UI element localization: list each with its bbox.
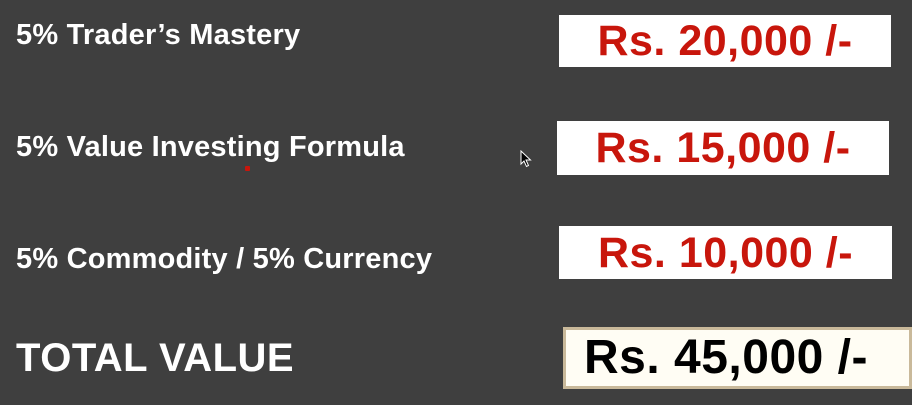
price-box-commodity-currency: Rs. 10,000 /- [559,226,892,279]
total-value-label: TOTAL VALUE [16,336,295,380]
price-commodity-currency: Rs. 10,000 /- [597,228,854,277]
row-label-commodity-currency: 5% Commodity / 5% Currency [16,243,433,275]
total-price: Rs. 45,000 /- [584,331,868,384]
price-traders-mastery: Rs. 20,000 /- [597,17,853,65]
row-label-traders-mastery: 5% Trader’s Mastery [16,19,301,51]
row-label-value-investing-formula: 5% Value Investing Formula [16,131,405,163]
mouse-pointer-icon [520,150,532,168]
price-value-investing-formula: Rs. 15,000 /- [595,124,851,172]
total-price-box: Rs. 45,000 /- [563,327,912,389]
pen-marker-dot [245,166,250,171]
price-box-traders-mastery: Rs. 20,000 /- [559,15,891,67]
price-box-value-investing-formula: Rs. 15,000 /- [557,121,889,175]
